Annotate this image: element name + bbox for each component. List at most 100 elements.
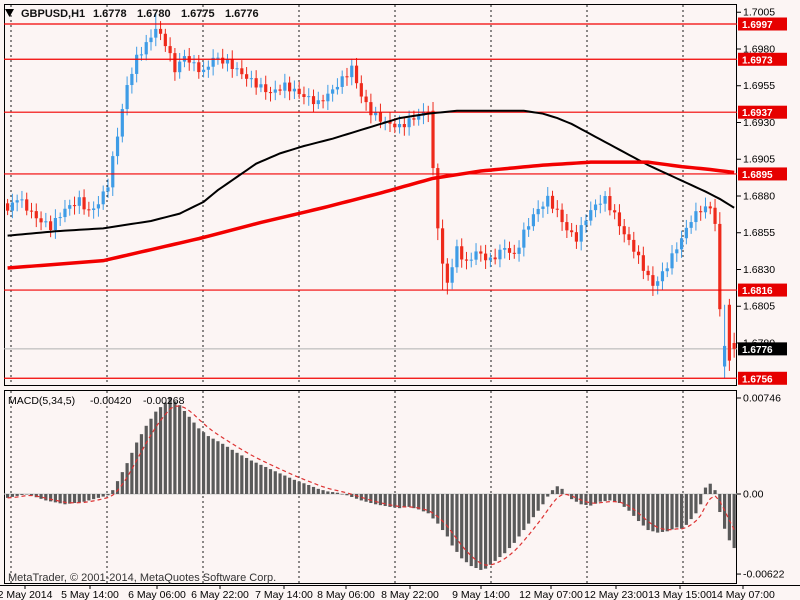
- macd-bar: [230, 449, 234, 494]
- macd-bar: [436, 494, 440, 524]
- time-axis-label: 5 May 14:00: [61, 589, 119, 600]
- macd-bar: [694, 494, 698, 514]
- macd-bar: [641, 494, 645, 526]
- candle: [53, 209, 57, 239]
- macd-axis-tick: 0.00: [743, 489, 764, 501]
- macd-bar: [20, 494, 24, 495]
- macd-bar: [703, 487, 708, 494]
- candle: [541, 201, 545, 218]
- macd-bar: [550, 490, 555, 494]
- candle: [622, 218, 626, 243]
- svg-text:1.6756: 1.6756: [742, 374, 773, 385]
- price-level-badge: [738, 371, 787, 385]
- main-chart-panel[interactable]: [4, 4, 737, 386]
- candle: [431, 101, 435, 176]
- time-axis-label: 6 May 22:00: [191, 589, 249, 600]
- level-lines[interactable]: [4, 23, 737, 379]
- chart-header: GBPUSD,H1 1.6778 1.6780 1.6775 1.6776: [5, 8, 259, 20]
- candle: [63, 199, 67, 223]
- candle: [245, 67, 249, 87]
- close-value: 1.6776: [225, 8, 259, 20]
- time-axis-label: 2 May 2014: [0, 589, 53, 600]
- macd-bar: [240, 455, 244, 494]
- candle: [20, 190, 24, 208]
- candle: [240, 60, 244, 80]
- macd-bar: [92, 494, 96, 500]
- candle: [29, 202, 34, 219]
- candle: [732, 332, 736, 358]
- macd-bar: [139, 434, 144, 494]
- price-axis-tick: 1.6955: [743, 80, 775, 92]
- macd-bar: [168, 397, 172, 494]
- macd-main-value: -0.00420: [90, 395, 132, 407]
- candle: [636, 245, 641, 264]
- macd-bar: [307, 484, 311, 494]
- macd-plot: [4, 397, 737, 570]
- macd-bar: [15, 494, 19, 496]
- macd-bar: [87, 494, 91, 501]
- candle: [82, 189, 86, 215]
- candle: [440, 219, 445, 291]
- price-level-badge: [738, 283, 787, 297]
- svg-text:1.6816: 1.6816: [742, 286, 773, 297]
- candle: [68, 199, 72, 216]
- macd-bar: [675, 494, 679, 528]
- macd-bar: [507, 494, 512, 549]
- candle: [417, 108, 421, 126]
- high-value: 1.6780: [137, 8, 171, 20]
- macd-bar: [254, 462, 258, 494]
- candle: [120, 103, 124, 143]
- candle: [39, 211, 43, 231]
- macd-bar: [651, 494, 655, 532]
- macd-bar: [727, 494, 731, 541]
- macd-bar: [115, 481, 120, 494]
- candle: [130, 67, 134, 94]
- candle: [144, 34, 148, 61]
- macd-panel[interactable]: [4, 390, 737, 584]
- macd-bar: [656, 494, 660, 533]
- macd-bar: [335, 492, 340, 494]
- candle: [445, 258, 449, 295]
- macd-bar: [684, 494, 688, 525]
- macd-bar: [646, 494, 650, 531]
- macd-bar: [154, 411, 158, 494]
- macd-bar: [608, 494, 612, 501]
- macd-bar: [311, 486, 316, 494]
- candle: [149, 29, 153, 51]
- candle: [225, 54, 230, 72]
- candle: [531, 208, 535, 231]
- macd-bar: [670, 494, 674, 530]
- candle: [488, 252, 492, 268]
- candle: [660, 262, 665, 290]
- candle: [101, 185, 105, 210]
- macd-bar: [53, 494, 57, 503]
- ma-black-line[interactable]: [7, 109, 735, 237]
- candle: [536, 200, 540, 222]
- candle: [106, 178, 110, 198]
- candle: [331, 84, 335, 102]
- macd-bar: [63, 494, 67, 505]
- moving-averages[interactable]: [7, 109, 735, 270]
- candle: [402, 117, 406, 136]
- macd-bar: [484, 494, 488, 569]
- candle: [92, 201, 96, 219]
- macd-bar: [77, 494, 81, 503]
- macd-bar: [498, 494, 502, 558]
- macd-bar: [460, 494, 464, 559]
- time-axis-label: 8 May 06:00: [317, 589, 375, 600]
- macd-bar: [6, 494, 10, 498]
- ma-red-line[interactable]: [7, 160, 735, 270]
- candle: [192, 54, 196, 72]
- candle: [302, 86, 306, 105]
- macd-bar: [613, 494, 617, 502]
- price-axis-tick: 1.7005: [743, 7, 775, 19]
- svg-text:1.6895: 1.6895: [742, 170, 773, 181]
- candle: [627, 226, 631, 246]
- candle: [699, 205, 703, 221]
- candle: [254, 70, 258, 95]
- macd-bar: [302, 483, 306, 494]
- macd-bar: [182, 410, 187, 494]
- candle: [182, 49, 187, 68]
- macd-bar: [679, 494, 684, 529]
